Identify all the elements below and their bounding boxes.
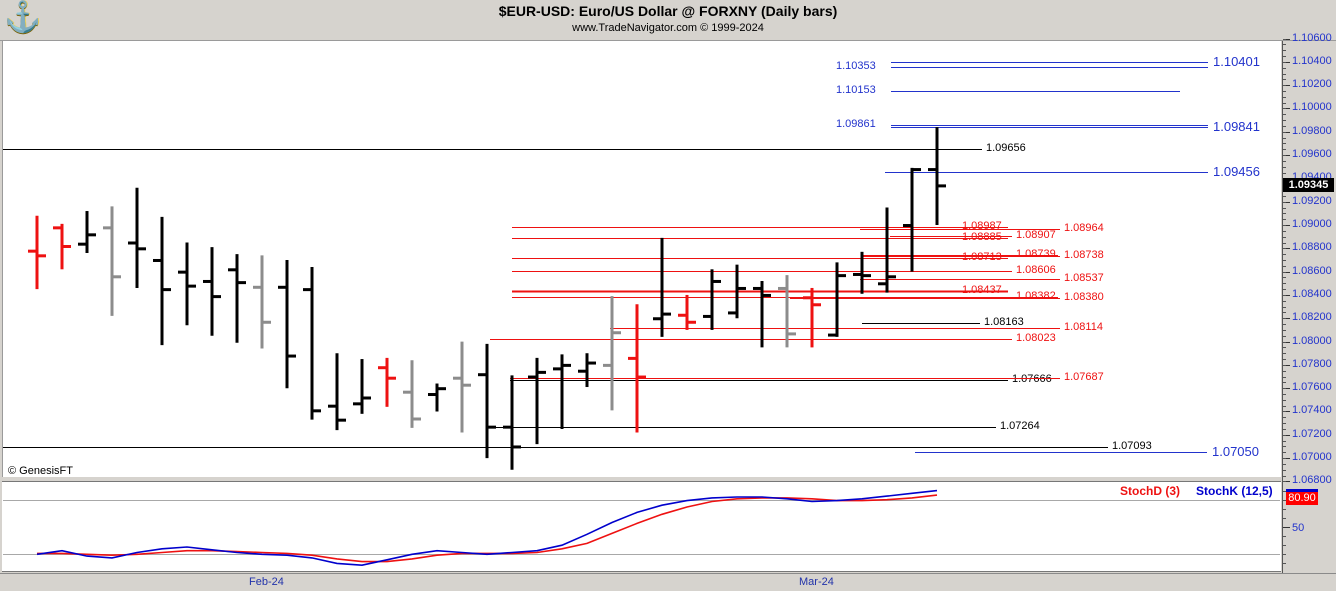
anchor-icon: ⚓: [4, 1, 42, 34]
stochd-legend-label: StochD (3): [1120, 484, 1180, 498]
date-axis[interactable]: [0, 573, 1336, 591]
date-label-feb: Feb-24: [249, 576, 284, 588]
stochd-value-box: 80.90: [1286, 492, 1318, 505]
stochastic-panel[interactable]: [2, 481, 1281, 572]
price-chart-canvas[interactable]: [2, 41, 1281, 477]
genesisft-watermark: © GenesisFT: [8, 465, 73, 477]
header-divider: [0, 40, 1336, 41]
price-axis[interactable]: [1282, 41, 1336, 591]
chart-subtitle: www.TradeNavigator.com © 1999-2024: [572, 22, 764, 34]
panel-gap: [2, 477, 1281, 481]
stochk-legend-label: StochK (12,5): [1196, 484, 1273, 498]
chart-title: $EUR-USD: Euro/US Dollar @ FORXNY (Daily…: [498, 3, 838, 19]
stoch-mid-label: 50: [1292, 522, 1305, 534]
date-label-mar: Mar-24: [799, 576, 834, 588]
last-price-box: 1.09345: [1283, 178, 1334, 192]
